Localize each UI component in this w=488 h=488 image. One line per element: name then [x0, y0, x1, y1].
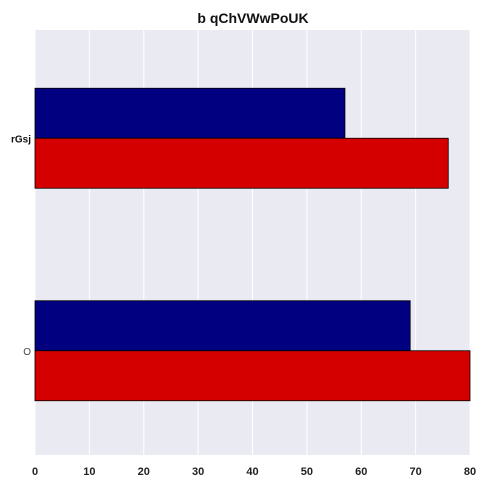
chart-title: b qChVWwPoUK — [197, 10, 308, 26]
bar — [34, 137, 449, 189]
x-tick-label: 60 — [355, 466, 367, 478]
x-tick-label: 10 — [83, 466, 95, 478]
x-tick-label: 40 — [246, 466, 258, 478]
x-axis-ticks: 0 10 20 30 40 50 60 70 80 — [32, 466, 476, 478]
x-tick-label: 30 — [192, 466, 204, 478]
x-tick-label: 50 — [301, 466, 313, 478]
y-axis-ticks: rGsj O — [11, 134, 31, 358]
bar — [34, 300, 411, 352]
bar — [34, 350, 471, 402]
y-tick-label: O — [23, 347, 31, 358]
x-tick-label: 80 — [464, 466, 476, 478]
x-tick-label: 0 — [32, 466, 38, 478]
x-tick-label: 70 — [410, 466, 422, 478]
bars — [34, 87, 471, 402]
x-tick-label: 20 — [138, 466, 150, 478]
bar — [34, 87, 346, 139]
y-tick-label: rGsj — [11, 134, 31, 145]
